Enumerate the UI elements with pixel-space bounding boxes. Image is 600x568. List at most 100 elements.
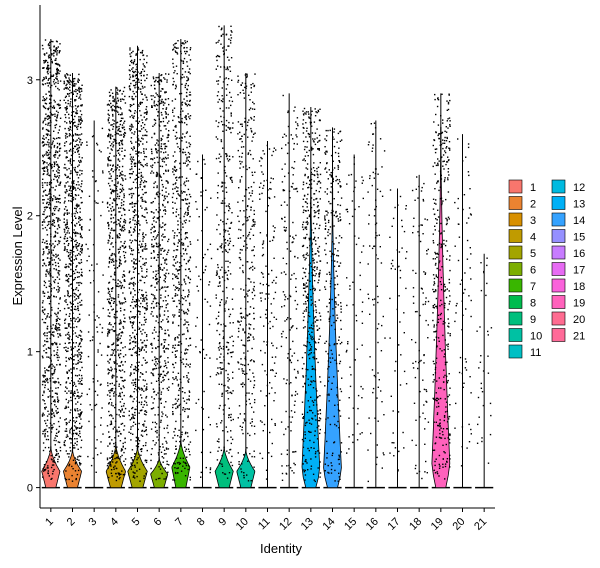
data-point <box>112 141 114 143</box>
data-point <box>152 217 154 219</box>
data-point <box>174 403 176 405</box>
data-point <box>51 410 54 412</box>
data-point <box>195 201 197 203</box>
data-point <box>106 458 109 461</box>
data-point <box>150 84 152 87</box>
data-point <box>50 343 53 345</box>
data-point <box>116 310 118 313</box>
data-point <box>42 292 44 294</box>
data-point <box>110 137 112 140</box>
data-point <box>72 270 75 272</box>
data-point <box>74 299 76 301</box>
data-point <box>135 178 138 180</box>
data-point <box>79 455 82 458</box>
data-point <box>133 115 135 117</box>
data-point <box>57 64 59 66</box>
data-point <box>188 408 190 410</box>
data-point <box>75 318 77 320</box>
data-point <box>145 472 147 475</box>
data-point <box>48 264 50 266</box>
data-point <box>66 387 68 390</box>
data-point <box>53 350 55 352</box>
data-point <box>133 60 136 63</box>
data-point <box>80 418 82 420</box>
data-point <box>68 357 70 360</box>
data-point <box>44 209 46 211</box>
data-point <box>128 85 131 87</box>
data-point <box>49 105 52 108</box>
data-point <box>158 383 160 386</box>
data-point <box>133 276 135 279</box>
data-point <box>182 68 184 70</box>
data-point <box>69 313 71 315</box>
data-point <box>112 144 115 146</box>
data-point <box>112 343 114 345</box>
data-point <box>185 50 188 53</box>
data-point <box>162 413 164 415</box>
data-point <box>73 392 75 394</box>
data-point <box>140 401 143 403</box>
data-point <box>78 164 80 166</box>
data-point <box>185 160 188 162</box>
data-point <box>158 76 160 78</box>
data-point <box>119 106 121 109</box>
data-point <box>117 248 120 251</box>
data-point <box>189 196 192 198</box>
data-point <box>188 302 191 304</box>
data-point <box>47 381 49 384</box>
data-point <box>94 390 97 393</box>
data-point <box>114 465 116 467</box>
data-point <box>167 98 170 100</box>
data-point <box>44 372 46 374</box>
data-point <box>50 193 52 196</box>
data-point <box>174 43 176 45</box>
data-point <box>112 115 114 117</box>
data-point <box>229 39 232 42</box>
data-point <box>151 311 153 313</box>
data-point <box>176 73 178 75</box>
data-point <box>42 470 45 472</box>
data-point <box>176 142 178 145</box>
data-point <box>49 151 51 154</box>
data-point <box>145 318 147 321</box>
data-point <box>112 191 115 193</box>
data-point <box>163 314 166 316</box>
data-point <box>72 262 74 264</box>
data-point <box>76 206 78 208</box>
data-point <box>70 252 72 254</box>
data-point <box>158 303 160 305</box>
data-point <box>66 250 68 253</box>
data-point <box>129 129 132 132</box>
data-point <box>54 235 56 237</box>
data-point <box>114 267 116 269</box>
data-point <box>57 46 59 48</box>
data-point <box>134 178 136 181</box>
data-point <box>43 390 45 392</box>
data-point <box>81 392 83 395</box>
data-point <box>55 323 58 325</box>
data-point <box>159 306 162 308</box>
data-point <box>54 324 57 327</box>
data-point <box>119 221 121 223</box>
data-point <box>43 350 45 352</box>
data-point <box>155 79 157 81</box>
data-point <box>85 243 87 246</box>
data-point <box>43 284 46 287</box>
data-point <box>64 197 66 199</box>
data-point <box>168 386 170 388</box>
data-point <box>76 110 78 112</box>
data-point <box>75 217 77 219</box>
data-point <box>163 250 165 252</box>
data-point <box>224 172 227 174</box>
data-point <box>48 366 50 368</box>
data-point <box>111 344 113 346</box>
data-point <box>167 157 169 159</box>
data-point <box>97 349 99 351</box>
data-point <box>222 147 224 149</box>
data-point <box>188 71 190 73</box>
data-point <box>218 407 220 410</box>
data-point <box>222 190 224 192</box>
data-point <box>79 281 81 284</box>
data-point <box>176 400 179 402</box>
data-point <box>75 335 78 337</box>
